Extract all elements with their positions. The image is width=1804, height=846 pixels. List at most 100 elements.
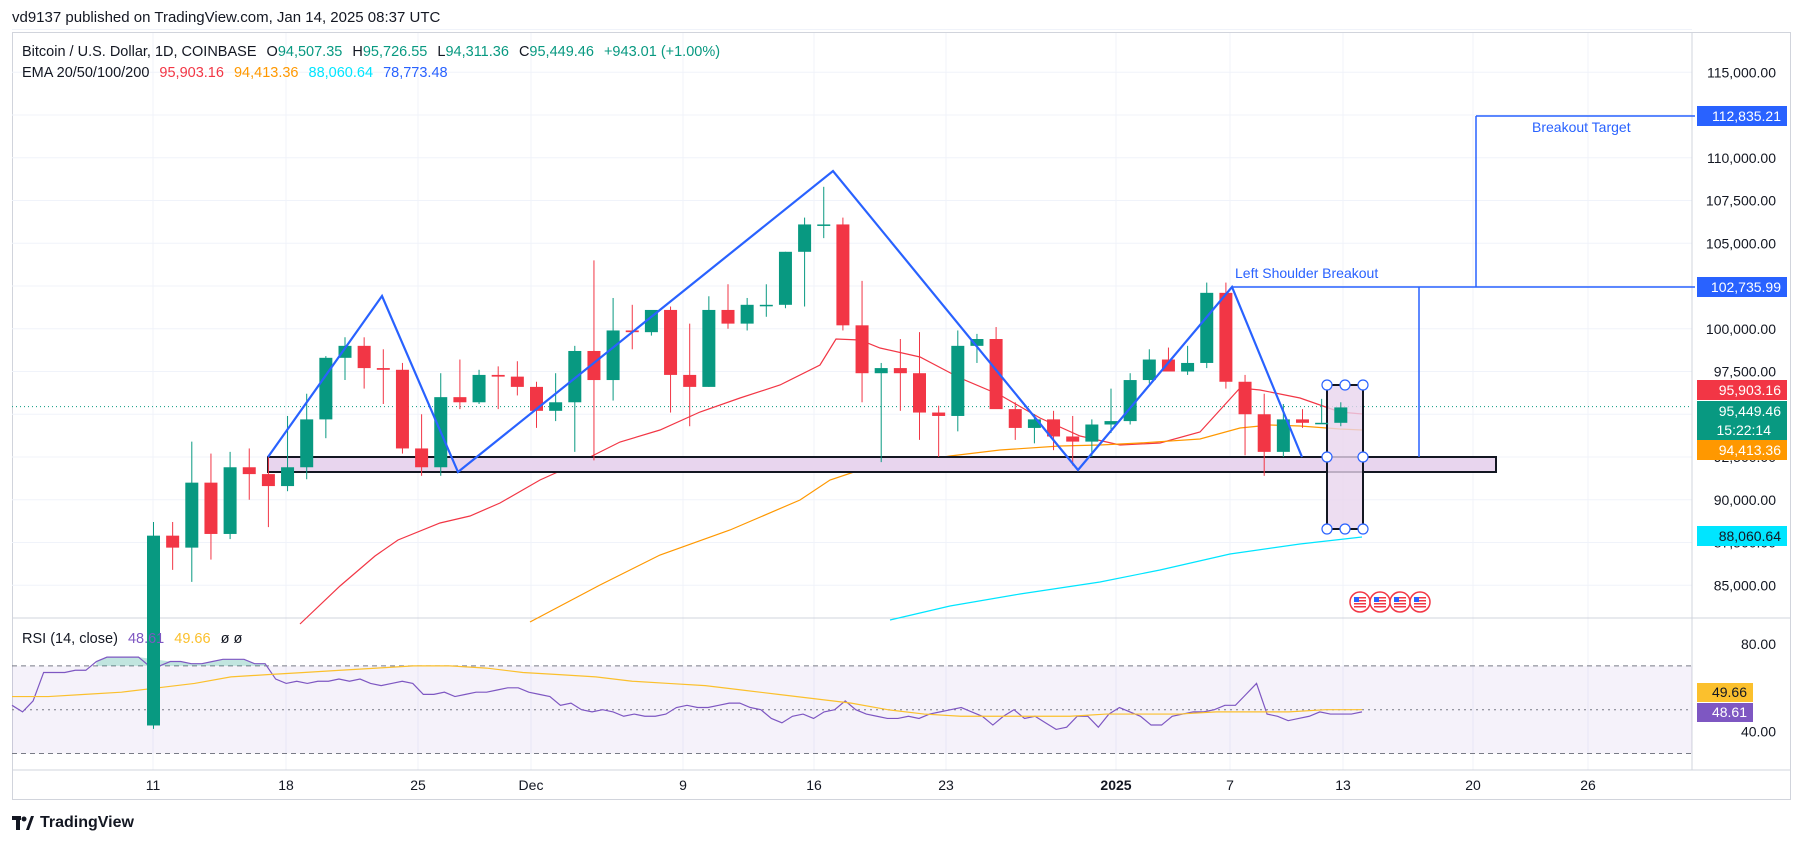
candle — [1257, 393, 1271, 476]
candle — [1008, 402, 1022, 440]
candle-body — [1257, 414, 1271, 452]
candle — [376, 349, 390, 404]
candle-body — [1200, 292, 1214, 363]
flag-stripe — [1394, 606, 1406, 608]
candle — [1296, 409, 1309, 428]
candle — [874, 362, 888, 463]
candle-body — [683, 374, 697, 387]
candle — [683, 323, 697, 427]
candle — [1123, 373, 1137, 425]
candle — [893, 339, 907, 411]
ema100-price-tag — [1697, 526, 1787, 546]
time-tick-label: 20 — [1465, 777, 1481, 793]
event-flags — [1349, 591, 1431, 613]
selection-handle — [1357, 523, 1369, 535]
candle — [281, 415, 295, 492]
footer-brand[interactable]: TradingView — [12, 814, 134, 832]
us-flag-icon — [1349, 591, 1371, 613]
grid — [12, 29, 1790, 771]
ema100-value: 88,060.64 — [308, 65, 374, 81]
flag-stripe — [1374, 600, 1386, 602]
ema100-line — [889, 536, 1363, 621]
ema50-price-tag — [1697, 440, 1787, 460]
flag-stripe — [1354, 600, 1366, 602]
symbol-name[interactable]: Bitcoin / U.S. Dollar, 1D, COINBASE — [22, 44, 257, 60]
time-tick-label: 2025 — [1100, 777, 1131, 793]
candle — [568, 345, 582, 452]
current-price-tag-text: 95,449.46 — [1719, 403, 1781, 419]
ema-lines — [299, 338, 1363, 625]
pattern-outline — [267, 169, 1304, 474]
pattern-zones — [267, 379, 1497, 535]
candle — [357, 337, 371, 389]
candle-body — [1219, 292, 1233, 382]
candle-body — [147, 535, 160, 726]
candle-body — [185, 482, 199, 548]
close-value: 95,449.46 — [529, 44, 594, 60]
candle — [625, 304, 639, 350]
time-tick-label: 11 — [146, 777, 161, 793]
candle — [970, 333, 984, 363]
candle-body — [951, 345, 965, 416]
ema-label[interactable]: EMA 20/50/100/200 — [22, 65, 150, 81]
time-tick-label: 25 — [410, 777, 426, 793]
ema50-value: 94,413.36 — [233, 65, 299, 81]
flag-stripe — [1354, 606, 1366, 608]
rsi-value: 48.61 — [127, 631, 165, 647]
selection-handle — [1357, 451, 1369, 463]
close-label: C — [518, 44, 530, 60]
time-axis: 11 18 25 Dec 9 16 23 2025 7 13 20 26 — [146, 777, 1596, 793]
candle — [759, 284, 773, 317]
candle-body — [740, 304, 754, 324]
high-label: H — [352, 44, 363, 60]
candle-body — [1142, 359, 1156, 381]
candle-body — [913, 373, 926, 413]
price-tick-label: 85,000.00 — [1714, 577, 1776, 593]
candle-body — [817, 224, 831, 226]
flag-stripe — [1414, 606, 1426, 608]
flag-circle — [1369, 591, 1391, 613]
candle — [740, 297, 754, 331]
candle — [453, 359, 467, 410]
candle — [1047, 410, 1061, 451]
chart-panel[interactable] — [12, 32, 1791, 800]
time-tick-label: Dec — [519, 777, 544, 793]
candle-body — [223, 467, 237, 534]
candle — [415, 414, 429, 476]
high-value: 95,726.55 — [362, 44, 428, 60]
price-tick-label: 110,000.00 — [1707, 150, 1776, 166]
candle — [721, 284, 735, 329]
candle-body — [415, 448, 429, 468]
candle-body — [1296, 419, 1309, 423]
ema100-price-tag-text: 88,060.64 — [1719, 528, 1781, 544]
change-value: +943.01 (+1.00%) — [603, 44, 721, 60]
rsi-line — [11, 656, 1363, 731]
rsi-ma-value: 49.66 — [174, 631, 211, 647]
flag-stripe — [1374, 603, 1386, 605]
flag-stripe — [1354, 603, 1366, 605]
selection-handle — [1339, 523, 1351, 535]
candle-body — [300, 419, 314, 468]
candle-body — [1315, 422, 1329, 425]
candle-body — [702, 309, 716, 387]
candle — [1181, 345, 1195, 375]
candle-body — [778, 251, 792, 305]
legend-ema-row: EMA 20/50/100/200 95,903.16 94,413.36 88… — [22, 65, 454, 81]
breakout-target-price-tag — [1697, 106, 1787, 126]
flag-stripe — [1414, 603, 1426, 605]
candle-body — [836, 224, 850, 326]
candle — [319, 356, 333, 439]
flag-stripe — [1414, 600, 1426, 602]
candle — [817, 186, 831, 239]
candle — [798, 217, 812, 307]
candle — [1027, 414, 1041, 444]
candle — [836, 217, 850, 331]
candle — [587, 260, 601, 461]
rsi-label[interactable]: RSI (14, close) — [22, 631, 118, 647]
candle — [223, 451, 237, 540]
candle-body — [893, 368, 907, 374]
candle-body — [166, 535, 180, 548]
ema20-line — [299, 338, 1363, 625]
head-and-shoulders-pattern: Left Shoulder Breakout Breakout Target — [267, 115, 1695, 474]
